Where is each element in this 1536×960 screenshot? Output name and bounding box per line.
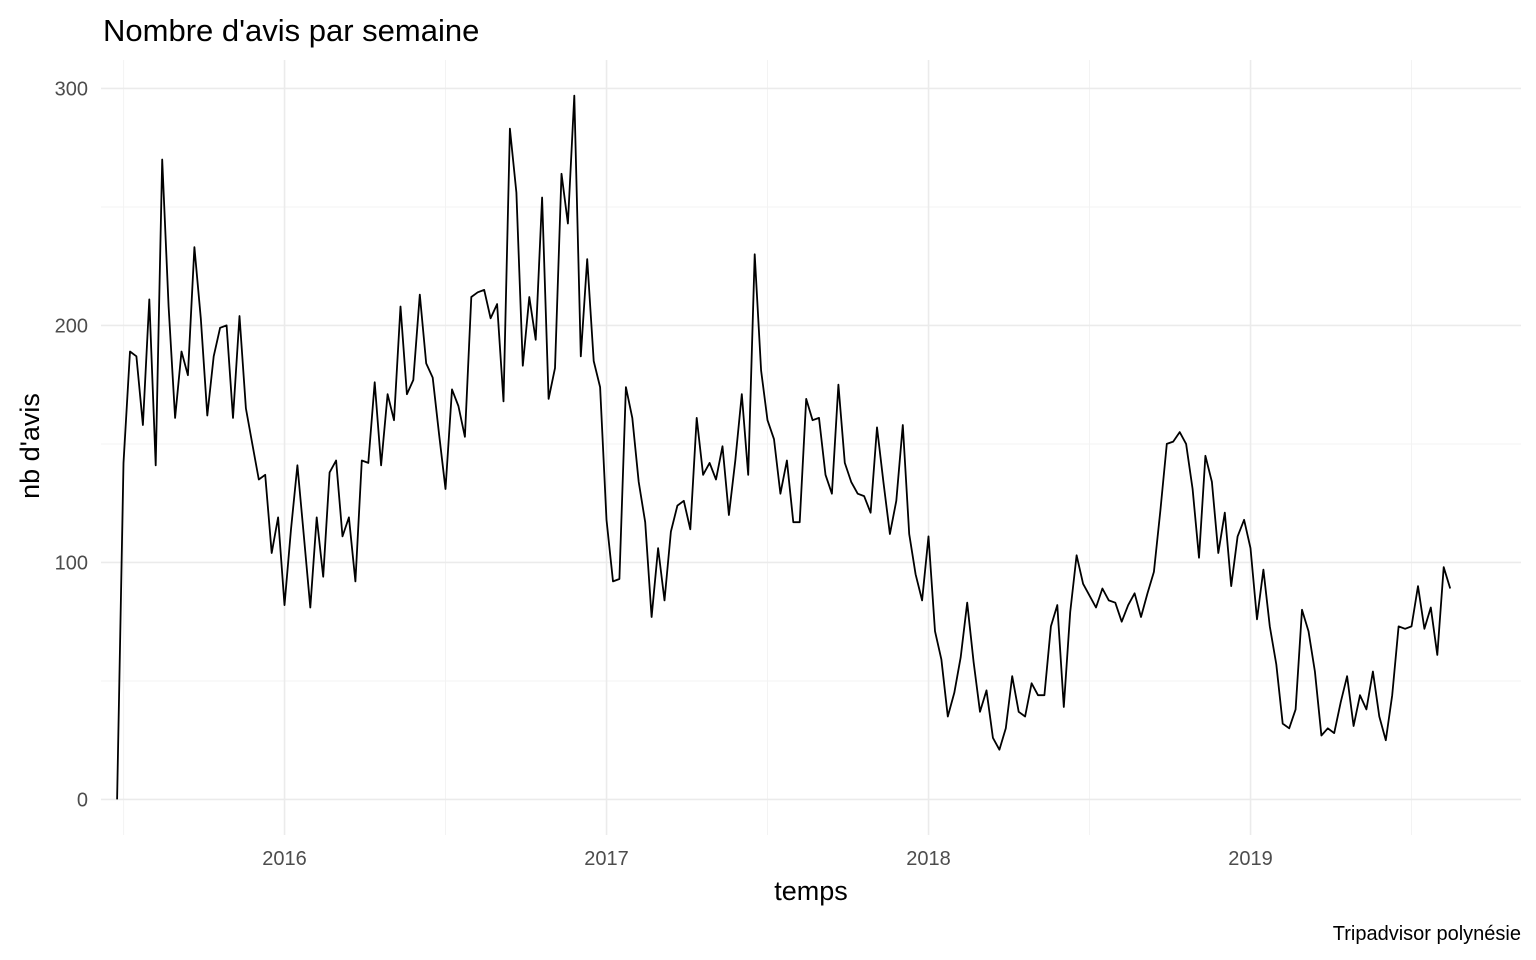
y-axis: 0 100 200 300	[55, 78, 88, 811]
grid	[101, 60, 1521, 835]
series-line	[116, 94, 1452, 800]
y-axis-title: nb d'avis	[15, 393, 45, 499]
series-layer	[116, 94, 1452, 800]
y-tick-label: 0	[77, 789, 88, 811]
x-axis: 2016 2017 2018 2019	[262, 848, 1272, 870]
y-tick-label: 200	[55, 315, 88, 337]
y-tick-label: 300	[55, 78, 88, 100]
x-tick-label: 2017	[584, 848, 629, 870]
y-tick-label: 100	[55, 552, 88, 574]
chart-title: Nombre d'avis par semaine	[103, 13, 479, 48]
x-axis-title: temps	[774, 876, 848, 906]
x-tick-label: 2018	[906, 848, 951, 870]
chart-caption: Tripadvisor polynésie	[1333, 923, 1521, 945]
x-tick-label: 2019	[1228, 848, 1273, 870]
x-tick-label: 2016	[262, 848, 307, 870]
